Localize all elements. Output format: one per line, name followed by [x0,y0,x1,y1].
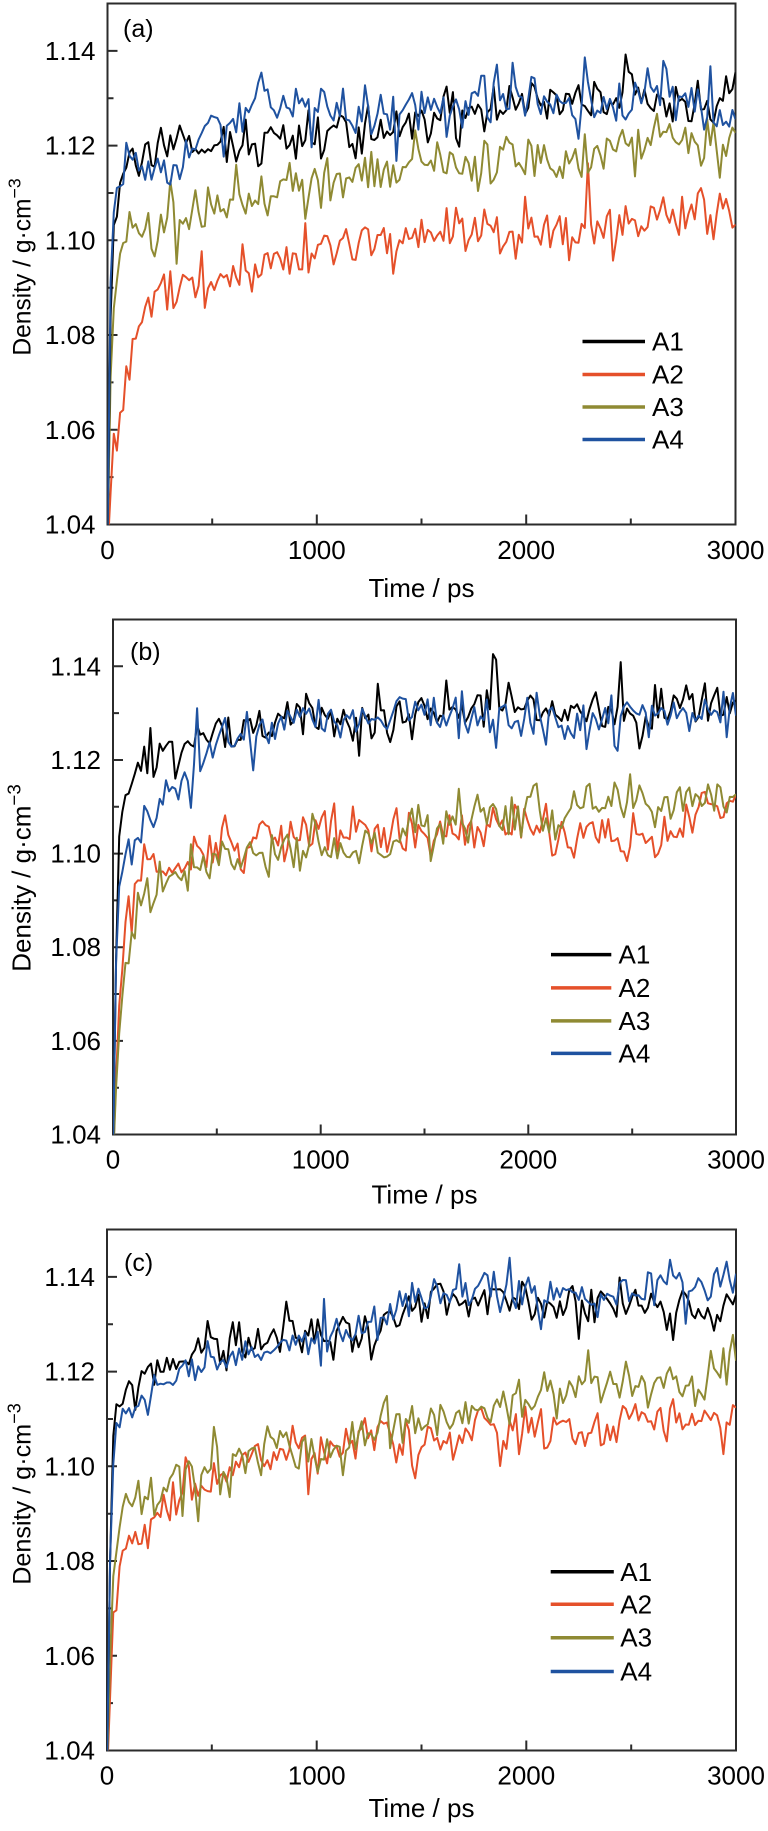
svg-text:1.12: 1.12 [44,1357,95,1387]
svg-text:(c): (c) [124,1249,153,1277]
svg-text:0: 0 [100,535,114,565]
svg-text:Density / g·cm−3: Density / g·cm−3 [5,178,37,356]
svg-text:1.08: 1.08 [45,320,96,350]
svg-text:A4: A4 [620,1657,652,1687]
svg-text:1.06: 1.06 [44,1641,95,1671]
svg-text:1.08: 1.08 [50,932,101,962]
svg-text:A3: A3 [652,392,684,422]
svg-text:(b): (b) [130,638,161,666]
svg-text:1.04: 1.04 [44,1736,95,1766]
svg-text:Time / ps: Time / ps [369,1793,475,1823]
svg-text:A2: A2 [620,1589,652,1619]
svg-text:Time / ps: Time / ps [372,1180,478,1210]
svg-text:1.14: 1.14 [50,651,101,681]
svg-text:1.06: 1.06 [50,1026,101,1056]
svg-text:Density / g·cm−3: Density / g·cm−3 [5,1403,37,1585]
svg-text:2000: 2000 [499,1145,557,1175]
svg-text:A4: A4 [652,425,684,455]
svg-text:1.10: 1.10 [50,839,101,869]
svg-text:A2: A2 [652,360,684,390]
svg-text:2000: 2000 [497,1761,555,1791]
svg-text:A4: A4 [619,1038,651,1068]
svg-text:0: 0 [106,1145,120,1175]
svg-text:1.08: 1.08 [44,1546,95,1576]
svg-text:A1: A1 [619,940,651,970]
svg-text:A3: A3 [619,1006,651,1036]
svg-text:3000: 3000 [707,1145,765,1175]
svg-text:1.12: 1.12 [50,745,101,775]
svg-text:Density / g·cm−3: Density / g·cm−3 [3,784,37,971]
svg-text:1.14: 1.14 [44,1262,95,1292]
svg-text:1.10: 1.10 [44,1451,95,1481]
svg-text:1000: 1000 [292,1145,350,1175]
svg-text:1.12: 1.12 [45,131,96,161]
svg-text:1.06: 1.06 [45,415,96,445]
svg-text:1.04: 1.04 [45,510,96,540]
svg-text:(a): (a) [123,15,154,43]
svg-text:1000: 1000 [288,535,346,565]
svg-text:3000: 3000 [707,535,765,565]
svg-text:0: 0 [100,1761,114,1791]
svg-text:1000: 1000 [288,1761,346,1791]
svg-text:1.04: 1.04 [50,1120,101,1150]
svg-text:A1: A1 [620,1557,652,1587]
svg-text:3000: 3000 [707,1761,765,1791]
svg-text:Time / ps: Time / ps [369,573,475,603]
svg-text:1.10: 1.10 [45,225,96,255]
svg-text:A2: A2 [619,973,651,1003]
svg-text:A1: A1 [652,327,684,357]
svg-text:A3: A3 [620,1623,652,1653]
svg-text:2000: 2000 [497,535,555,565]
svg-text:1.14: 1.14 [45,36,96,66]
